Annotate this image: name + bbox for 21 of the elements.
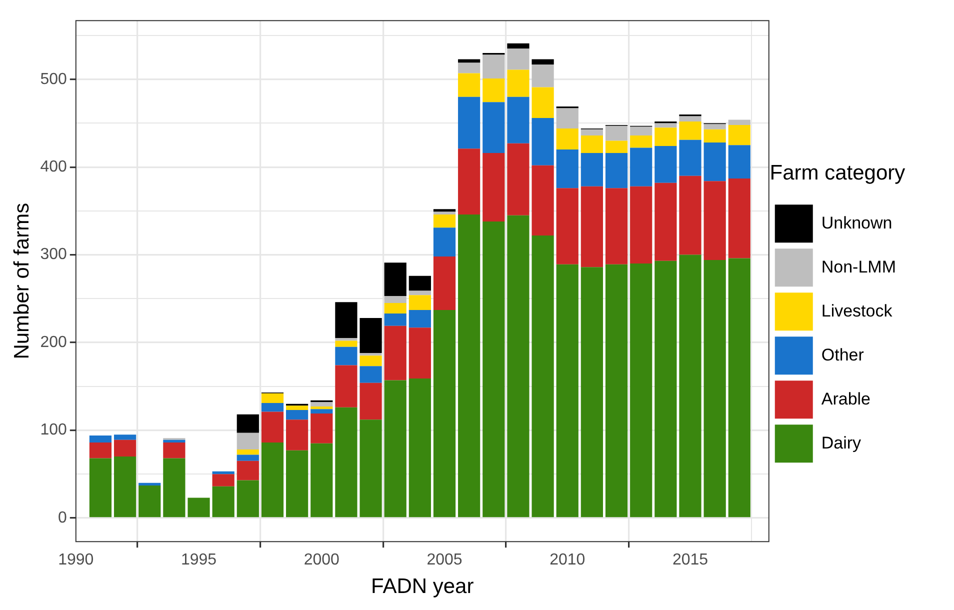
y-axis-title: Number of farms <box>10 202 34 360</box>
legend-label: Unknown <box>821 213 892 232</box>
y-tick-label: 0 <box>58 509 67 526</box>
y-tick-label: 100 <box>40 422 67 439</box>
legend-label: Arable <box>821 389 871 408</box>
x-tick-label: 2010 <box>550 552 586 569</box>
legend-label: Non-LMM <box>821 257 896 276</box>
x-axis-title: FADN year <box>371 575 474 598</box>
y-tick-label: 500 <box>40 70 67 88</box>
x-tick-label: 2000 <box>304 552 340 569</box>
legend-label: Dairy <box>821 433 862 452</box>
y-tick-label: 400 <box>40 158 67 176</box>
legend-title: Farm category <box>770 162 906 185</box>
x-tick-label: 1990 <box>58 552 94 569</box>
legend-label: Other <box>821 345 864 364</box>
x-tick-label: 2005 <box>426 552 462 569</box>
y-tick-label: 200 <box>40 334 67 351</box>
legend-label: Livestock <box>821 301 893 320</box>
x-tick-label: 1995 <box>180 552 217 569</box>
y-tick-label: 300 <box>40 246 67 264</box>
x-tick-label: 2015 <box>672 552 708 569</box>
